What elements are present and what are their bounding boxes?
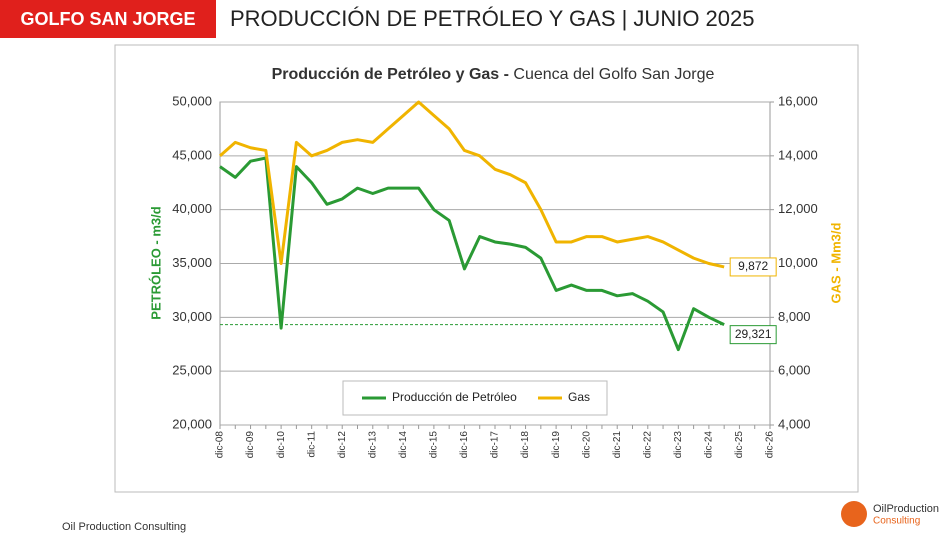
x-tick-label: dic-25 (734, 431, 745, 459)
x-tick-label: dic-26 (765, 431, 776, 459)
plot: 20,000 25,000 30,000 35,000 40,000 45,000 50,0… (172, 93, 818, 458)
y2-tick-label: 8,000 (778, 309, 811, 324)
series-line (219, 156, 725, 352)
x-tick-label: dic-09 (245, 431, 256, 459)
legend-label: Producción de Petróleo (392, 390, 517, 404)
logo-icon (841, 501, 867, 527)
y2-tick-label: 14,000 (778, 147, 818, 162)
x-tick-label: dic-23 (673, 431, 684, 459)
logo-line2: Consulting (873, 516, 920, 527)
y-axis-label: PETRÓLEO - m3/d (148, 206, 163, 319)
y-tick-label: 50,000 (172, 93, 212, 108)
x-tick-label: dic-08 (215, 431, 226, 459)
value-label-box (729, 325, 777, 345)
region-badge (0, 0, 216, 38)
y-tick-label: 40,000 (172, 201, 212, 216)
chart-title: Producción de Petróleo y Gas - Cuenca de… (272, 66, 715, 83)
x-tick-label: dic-24 (704, 431, 715, 459)
y2-tick-label: 4,000 (778, 416, 811, 431)
footer-company: Oil Production Consulting (62, 521, 186, 533)
chart-title-main: Producción de Petróleo y Gas - (272, 66, 509, 83)
value-label: 29,321 (735, 327, 772, 341)
x-tick-label: dic-15 (429, 431, 440, 459)
x-tick-label: dic-17 (490, 431, 501, 459)
y-tick-label: 25,000 (172, 363, 212, 378)
value-label-box (729, 257, 777, 277)
x-tick-label: dic-13 (367, 431, 378, 459)
x-tick-label: dic-21 (612, 431, 623, 459)
y2-tick-label: 12,000 (778, 201, 818, 216)
x-tick-label: dic-20 (581, 431, 592, 459)
x-tick-label: dic-19 (551, 431, 562, 459)
x-tick-label: dic-12 (337, 431, 348, 459)
y-tick-label: 20,000 (172, 416, 212, 431)
legend-box (342, 380, 608, 416)
x-tick-label: dic-22 (642, 431, 653, 459)
logo-line1: OilProduction (873, 503, 939, 515)
x-tick-label: dic-10 (276, 431, 287, 459)
region: GOLFO SAN JORGE (20, 9, 195, 29)
x-tick-label: dic-14 (398, 431, 409, 459)
slide-title: PRODUCCIÓN DE PETRÓLEO Y GAS | JUNIO 202… (230, 6, 755, 31)
y2-tick-label: 16,000 (778, 93, 818, 108)
y2-axis-label: GAS - Mm3/d (828, 222, 843, 303)
value-label: 9,872 (738, 259, 768, 273)
y-tick-label: 45,000 (172, 147, 212, 162)
chart-subtitle: Cuenca del Golfo San Jorge (513, 66, 714, 83)
y-tick-label: 35,000 (172, 255, 212, 270)
legend-label: Gas (568, 390, 590, 404)
series-line (219, 100, 725, 269)
y-tick-label: 30,000 (172, 309, 212, 324)
x-tick-label: dic-18 (520, 431, 531, 459)
y2-tick-label: 6,000 (778, 363, 811, 378)
x-tick-label: dic-11 (306, 431, 317, 458)
y2-tick-label: 10,000 (778, 255, 818, 270)
x-tick-label: dic-16 (459, 431, 470, 459)
